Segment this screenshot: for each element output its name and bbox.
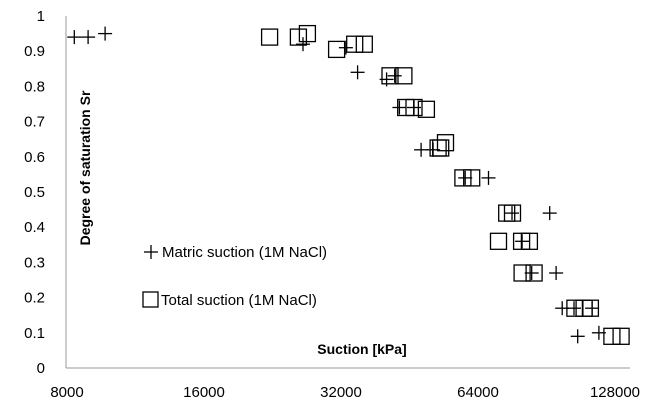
total-point <box>381 67 399 85</box>
total-point <box>489 232 508 250</box>
y-tick-label: 0.8 <box>24 78 45 95</box>
matric-point <box>458 170 473 185</box>
total-point <box>525 264 543 282</box>
matric-point <box>515 234 530 249</box>
total-point <box>513 264 531 282</box>
legend-label-matric: Matric suction (1M NaCl) <box>162 244 327 261</box>
matric-point <box>549 266 564 280</box>
y-tick-label: 0.7 <box>24 114 45 131</box>
total-point <box>327 40 346 59</box>
total-point <box>581 299 600 317</box>
matric-point <box>542 206 557 221</box>
y-tick-label: 0.3 <box>24 254 45 271</box>
total-point <box>417 100 436 118</box>
y-tick-label: 0.4 <box>24 219 45 236</box>
total-point <box>395 67 413 85</box>
total-point <box>346 35 364 53</box>
y-tick-label: 0.9 <box>24 43 45 60</box>
legend-marker-square <box>142 291 159 308</box>
matric-point <box>481 170 496 185</box>
y-tick-labels: 0 0.1 0.2 0.3 0.4 0.5 0.6 0.7 0.8 0.9 1 <box>24 8 45 377</box>
matric-point <box>392 100 407 115</box>
y-tick-label: 0.2 <box>24 290 45 307</box>
matric-point <box>67 30 82 45</box>
total-point <box>463 169 481 187</box>
x-tick-label: 128000 <box>590 384 640 401</box>
total-point <box>432 139 450 157</box>
legend-item-matric: Matric suction (1M NaCl) <box>144 244 327 261</box>
matric-point <box>350 65 365 80</box>
total-point <box>260 28 279 46</box>
matric-point <box>387 68 402 83</box>
matric-point <box>414 142 429 157</box>
data-points <box>67 24 630 345</box>
total-point <box>612 327 630 345</box>
plot-area <box>65 16 630 369</box>
y-tick-label: 0.6 <box>24 149 45 166</box>
total-point <box>436 134 455 152</box>
x-tick-labels: 8000 16000 32000 64000 128000 <box>50 384 640 401</box>
total-point <box>503 204 522 222</box>
total-point <box>298 24 317 43</box>
legend-marker-plus <box>144 245 158 259</box>
x-tick-label: 8000 <box>50 384 83 401</box>
legend: Matric suction (1M NaCl) Total suction (… <box>142 244 327 309</box>
y-axis-title: Degree of saturation Sr <box>77 90 93 245</box>
x-tick-label: 64000 <box>457 384 499 401</box>
y-tick-label: 0.5 <box>24 184 45 201</box>
total-point <box>520 232 539 250</box>
matric-point <box>98 26 113 41</box>
matric-point <box>567 301 581 316</box>
y-tick-label: 1 <box>37 8 45 25</box>
x-tick-label: 32000 <box>320 384 362 401</box>
legend-item-total: Total suction (1M NaCl) <box>142 291 317 309</box>
total-point <box>289 28 308 46</box>
total-point <box>405 98 423 117</box>
y-tick-label: 0.1 <box>24 325 45 342</box>
matric-point <box>524 266 539 280</box>
x-tick-label: 16000 <box>183 384 225 401</box>
total-point <box>454 169 472 187</box>
matric-point <box>338 40 353 55</box>
matric-point <box>296 37 310 52</box>
x-axis-title: Suction [kPa] <box>317 341 406 357</box>
matric-point <box>505 206 519 221</box>
legend-label-total: Total suction (1M NaCl) <box>161 292 317 309</box>
total-point <box>355 35 373 53</box>
total-point <box>603 327 621 345</box>
y-tick-label: 0 <box>37 360 45 377</box>
matric-point <box>81 30 96 45</box>
matric-point <box>570 329 585 344</box>
